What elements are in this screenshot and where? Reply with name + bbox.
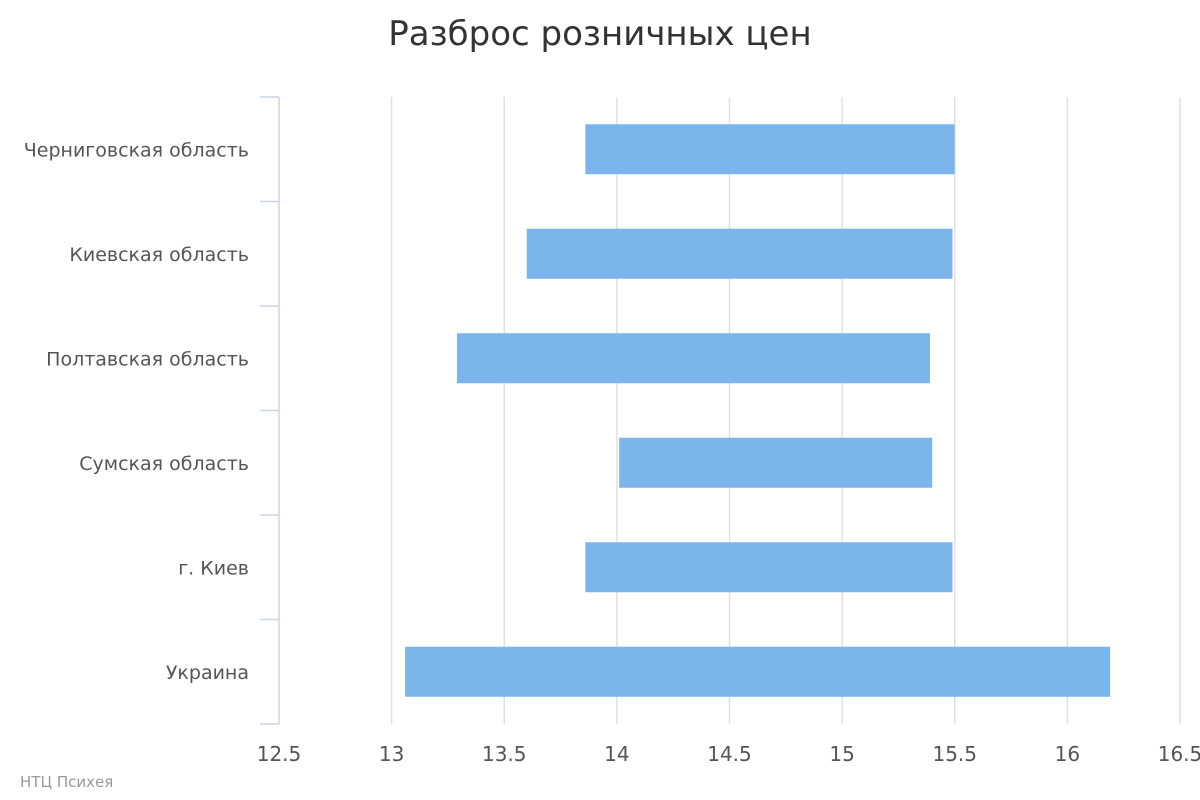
x-tick-label: 13 xyxy=(379,742,404,766)
x-tick-label: 12.5 xyxy=(257,742,302,766)
category-axis xyxy=(260,96,280,725)
chart-title: Разброс розничных цен xyxy=(388,14,812,54)
range-bar xyxy=(619,437,933,488)
range-bar xyxy=(456,333,930,384)
credits-text: НТЦ Психея xyxy=(20,773,114,791)
category-label: Полтавская область xyxy=(46,348,249,370)
x-tick-label: 13.5 xyxy=(482,742,527,766)
category-label: Черниговская область xyxy=(24,139,249,161)
x-tick-label: 14 xyxy=(604,742,629,766)
range-bar xyxy=(526,228,953,279)
x-tick-label: 15.5 xyxy=(932,742,977,766)
category-label: г. Киев xyxy=(178,557,249,579)
range-bar xyxy=(585,124,955,175)
range-bar xyxy=(585,542,953,593)
x-tick-label: 16 xyxy=(1055,742,1080,766)
range-bar xyxy=(405,646,1111,697)
x-tick-label: 15 xyxy=(829,742,854,766)
gridlines xyxy=(390,97,1181,724)
bars xyxy=(405,124,1111,697)
x-tick-label: 16.5 xyxy=(1158,742,1200,766)
category-labels: Черниговская область Киевская область Полт… xyxy=(24,139,249,684)
x-tick-label: 14.5 xyxy=(707,742,752,766)
value-axis-labels: 12.5 13 13.5 14 14.5 15 15.5 16 16.5 xyxy=(257,742,1200,766)
category-label: Киевская область xyxy=(69,244,249,266)
category-label: Сумская область xyxy=(79,453,249,475)
category-label: Украина xyxy=(166,662,249,684)
